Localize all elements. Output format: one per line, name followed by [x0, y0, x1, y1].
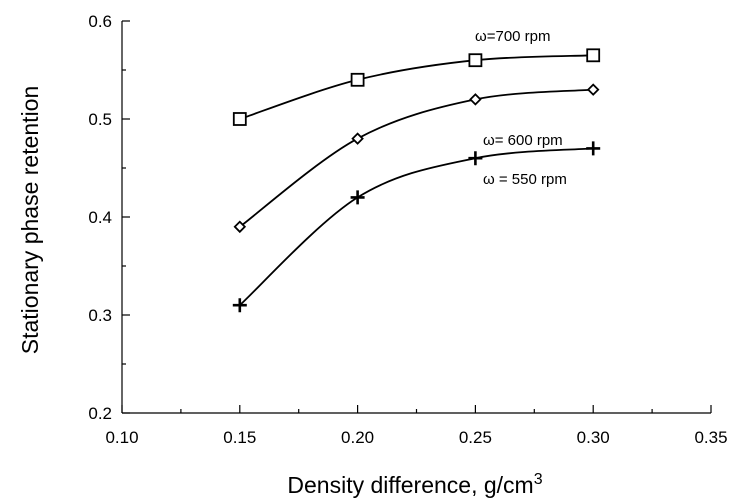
data-point-diamond: [351, 132, 364, 145]
series-line: [239, 147, 594, 306]
data-point-diamond: [586, 83, 600, 96]
data-point-square: [232, 112, 247, 126]
x-tick-label: 0.25: [459, 428, 492, 447]
y-tick-label: 0.3: [88, 306, 112, 325]
x-axis-title: Density difference, g/cm3: [287, 471, 542, 498]
data-point-plus: [232, 298, 247, 313]
series-label: ω = 550 rpm: [483, 171, 567, 188]
data-point-square: [350, 72, 365, 87]
data-point-plus: [586, 141, 601, 156]
x-tick-label: 0.35: [694, 428, 727, 447]
y-tick-label: 0.6: [88, 12, 112, 31]
x-tick-label: 0.10: [105, 428, 138, 447]
y-tick-label: 0.4: [88, 208, 112, 227]
series-line: [239, 54, 594, 120]
y-axis-title: Stationary phase retention: [17, 86, 43, 355]
series-line: [239, 88, 594, 228]
y-tick-label: 0.2: [88, 404, 112, 423]
series-diamond: ω= 600 rpm: [233, 83, 600, 234]
y-tick-label: 0.5: [88, 110, 112, 129]
x-axis-title-text: Density difference, g/cm: [287, 472, 533, 498]
data-point-diamond: [233, 220, 247, 234]
series-label: ω= 600 rpm: [483, 132, 563, 149]
data-point-square: [468, 53, 483, 68]
x-axis-title-superscript: 3: [534, 471, 543, 488]
data-point-plus: [350, 190, 365, 205]
series-plus: ω = 550 rpm: [232, 141, 601, 313]
ticks: 0.2 0.3 0.4 0.5 0.6 0.10 0.15 0.20 0.25 0.30 0.35: [88, 12, 727, 447]
x-tick-label: 0.30: [577, 428, 610, 447]
series-label: ω=700 rpm: [475, 28, 551, 45]
series-layer: ω=700 rpm ω= 600 rpm ω = 550 rpm: [232, 28, 601, 313]
data-point-square: [586, 48, 601, 63]
axes: [121, 21, 711, 414]
data-point-diamond: [469, 93, 482, 106]
series-square: ω=700 rpm: [232, 28, 601, 126]
data-point-plus: [468, 151, 483, 166]
x-tick-label: 0.15: [223, 428, 256, 447]
x-tick-label: 0.20: [341, 428, 374, 447]
